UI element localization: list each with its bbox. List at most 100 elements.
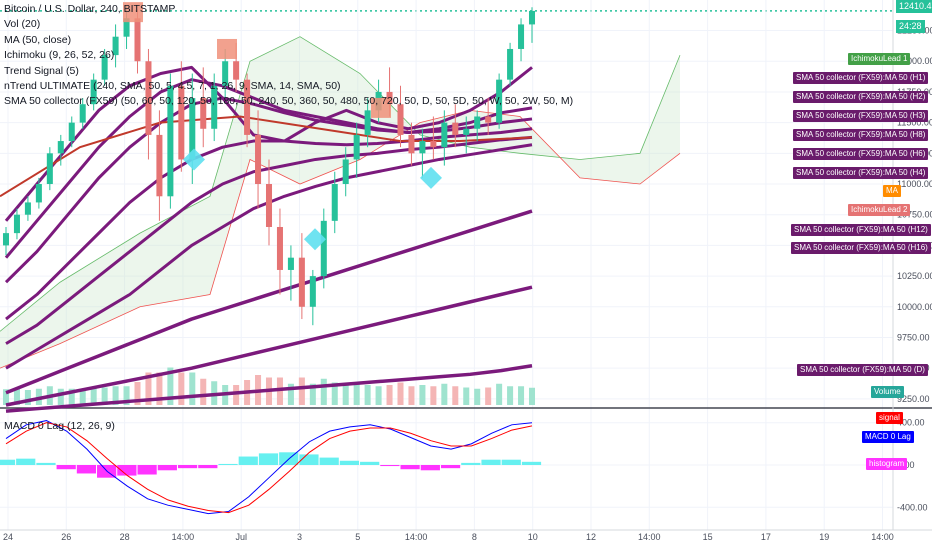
candle-body (397, 104, 404, 135)
macd-histogram-bar (420, 465, 440, 471)
candle-body (112, 36, 119, 56)
price-tick-label: 12000.00 (897, 56, 932, 66)
tag-sma-h4: SMA 50 collector (FX59):MA 50 (H4) (793, 167, 929, 179)
macd-histogram-bar (16, 458, 36, 465)
candle-body (57, 141, 64, 154)
macd-histogram-bar (461, 462, 481, 465)
volume-bar (233, 385, 240, 405)
candle-body (200, 98, 207, 129)
macd-histogram-bar (481, 459, 501, 465)
candlesticks (2, 6, 536, 326)
macd-tick-label: 400.00 (897, 418, 925, 428)
volume-bar (430, 386, 437, 405)
macd-histogram-bar (76, 465, 97, 474)
macd-legend[interactable]: MACD 0 Lag (12, 26, 9) (4, 420, 115, 432)
macd-line (5, 420, 533, 515)
time-tick-label: 10 (528, 532, 538, 542)
ma-close-line (0, 115, 533, 198)
buy-signal-marker (304, 228, 326, 251)
candle-body (233, 61, 240, 80)
legend-sma-collector[interactable]: SMA 50 collector (FX59) (50, 60, 50, 120… (4, 95, 574, 108)
volume-bar (287, 383, 294, 405)
volume-bar (463, 387, 470, 405)
volume-bar (375, 386, 382, 405)
candle-body (189, 98, 196, 160)
time-tick-label: 14:00 (871, 532, 894, 542)
tag-sma-d: SMA 50 collector (FX59):MA 50 (D) (797, 364, 928, 376)
macd-tick-label: -400.00 (897, 502, 928, 512)
candle-body (430, 141, 437, 148)
symbol-title[interactable]: Bitcoin / U.S. Dollar, 240, BITSTAMP (4, 3, 176, 15)
legend-ntrend[interactable]: nTrend ULTIMATE (240, SMA, 50, 5, 4.5, 7… (4, 80, 341, 93)
macd-histogram-bar (198, 465, 218, 469)
price-tick-label: 10250.00 (897, 271, 932, 281)
candle-body (167, 85, 174, 197)
candle-body (211, 85, 218, 129)
volume-bar (353, 383, 360, 405)
candle-body (276, 226, 283, 270)
tag-histogram: histogram (866, 458, 908, 470)
volume-bar (189, 372, 196, 405)
candle-body (222, 61, 229, 86)
volume-bar (200, 378, 207, 405)
volume-bar (167, 367, 174, 405)
tag-sma-h6: SMA 50 collector (FX59):MA 50 (H6) (793, 148, 929, 160)
candle-body (265, 184, 273, 227)
candle-body (353, 134, 360, 160)
legend-trend-signal[interactable]: Trend Signal (5) (4, 64, 79, 77)
tag-macd: MACD 0 Lag (862, 431, 914, 443)
volume-bar (101, 387, 108, 405)
volume-bar (496, 383, 503, 405)
macd-histogram-bar (319, 457, 339, 465)
macd-histogram-bar (56, 465, 76, 470)
time-tick-label: 14:00 (638, 532, 661, 542)
tag-sma-h12: SMA 50 collector (FX59):MA 50 (H12) (791, 224, 931, 236)
price-tick-label: 9250.00 (897, 394, 930, 404)
price-tick-label: 11500.00 (897, 118, 932, 128)
volume-bar (419, 385, 426, 405)
candle-body (528, 10, 536, 25)
volume-bar (397, 382, 404, 405)
candle-body (79, 104, 86, 123)
legend-ma[interactable]: MA (50, close) (4, 33, 72, 46)
volume-bar (298, 377, 305, 405)
buy-signal-marker (183, 148, 205, 171)
volume-bar (474, 388, 481, 405)
macd-histogram-bar (521, 461, 542, 465)
candle-body (255, 134, 262, 185)
current-price-label: 12410.47 (896, 0, 932, 13)
candle-body (156, 134, 163, 197)
macd-histogram-bar (137, 465, 157, 475)
macd-histogram-bar (299, 454, 319, 465)
volume-bar (24, 390, 31, 405)
sell-signal-marker (123, 2, 143, 23)
candle-body (452, 122, 459, 135)
time-tick-label: 8 (472, 532, 477, 542)
price-tick-label: 10750.00 (897, 210, 932, 220)
macd-histogram-bar (258, 453, 279, 465)
time-axis: 24 26 28 14:00 Jul 3 5 14:00 8 10 12 14:00 15 17 19 14:… (0, 529, 932, 542)
volume-bar (68, 388, 75, 405)
sell-signal-marker (371, 97, 391, 118)
tag-sma-h2: SMA 50 collector (FX59):MA 50 (H2) (793, 91, 929, 103)
candle-body (46, 153, 53, 185)
tag-ma: MA (883, 185, 901, 197)
trend-signal-markers (123, 2, 442, 251)
macd-histogram-bar (440, 465, 461, 469)
candle-body (309, 276, 316, 307)
indicator-legend: Bitcoin / U.S. Dollar, 240, BITSTAMP Vol… (4, 2, 573, 110)
time-tick-label: 17 (761, 532, 771, 542)
cloud-lead1 (0, 36, 681, 332)
candle-body (35, 184, 42, 203)
tag-signal: signal (876, 412, 903, 424)
legend-vol[interactable]: Vol (20) (4, 18, 41, 31)
volume-bar (2, 389, 10, 405)
volume-bar (528, 387, 536, 405)
volume-bar (364, 385, 371, 405)
volume-bar (156, 372, 163, 405)
legend-ichimoku[interactable]: Ichimoku (9, 26, 52, 26) (4, 49, 115, 62)
macd-histogram-bar (380, 465, 400, 467)
candle-body (24, 202, 31, 215)
macd-histogram-bar (238, 456, 258, 465)
time-tick-label: 19 (819, 532, 829, 542)
